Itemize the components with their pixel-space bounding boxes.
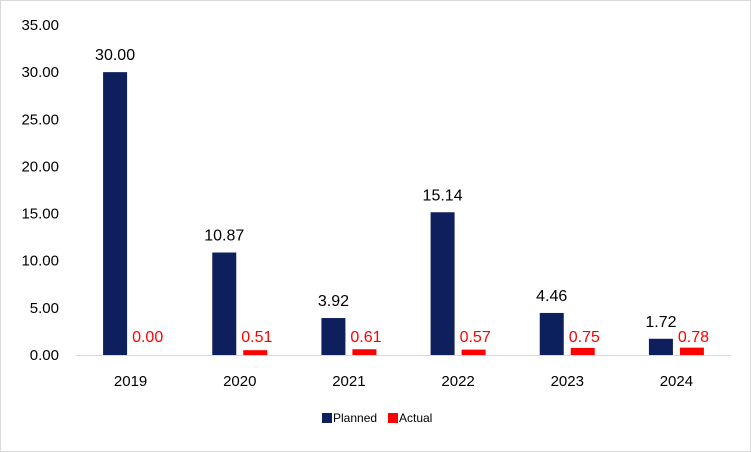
planned-value-label-2019: 30.00 [95,47,135,64]
planned-bar-2022 [430,212,455,355]
x-tick-label-2022: 2022 [441,373,474,390]
y-tick-label: 0.00 [30,347,59,364]
y-axis-tick-labels: 0.00 5.00 10.00 15.00 20.00 25.00 30.00 35.00 [21,17,59,364]
legend: Planned Actual [322,411,432,425]
x-axis-tick-labels: 2019 2020 2021 2022 2023 2024 [114,373,693,390]
planned-bar-2019 [103,72,128,356]
actual-value-label-2019: 0.00 [132,329,163,346]
actual-value-label-2022: 0.57 [460,329,491,346]
actual-value-label-2020: 0.51 [241,329,272,346]
y-tick-label: 35.00 [21,17,59,34]
planned-value-label-2023: 4.46 [536,288,567,305]
planned-bar-2021 [321,318,346,355]
planned-bar-2024 [648,338,673,355]
y-tick-label: 15.00 [21,206,59,223]
actual-bar-2020 [243,350,268,355]
planned-value-label-2022: 15.14 [423,187,463,204]
actual-value-label-2021: 0.61 [350,329,381,346]
actual-bar-2021 [352,349,377,355]
actual-bar-2023 [570,347,595,355]
y-tick-label: 20.00 [21,158,59,175]
y-tick-label: 25.00 [21,111,59,128]
legend-label-planned: Planned [333,411,377,425]
x-tick-label-2019: 2019 [114,373,147,390]
y-tick-label: 5.00 [30,300,59,317]
planned-value-label-2021: 3.92 [318,293,349,310]
actual-value-label-2023: 0.75 [569,329,600,346]
legend-swatch-planned [322,413,332,423]
data-labels-group: 30.00 0.00 10.87 0.51 3.92 0.61 15.14 0.57 4.46 0… [95,47,709,346]
x-tick-label-2021: 2021 [332,373,365,390]
bars-group [103,72,704,356]
planned-bar-2020 [212,252,237,355]
y-tick-label: 30.00 [21,64,59,81]
planned-bar-2023 [539,312,564,355]
legend-label-actual: Actual [399,411,432,425]
y-tick-label: 10.00 [21,253,59,270]
x-tick-label-2023: 2023 [551,373,584,390]
actual-value-label-2024: 0.78 [678,329,709,346]
x-tick-label-2024: 2024 [660,373,693,390]
planned-value-label-2024: 1.72 [645,314,676,331]
legend-swatch-actual [388,413,398,423]
actual-bar-2024 [679,347,704,355]
x-tick-label-2020: 2020 [223,373,256,390]
planned-value-label-2020: 10.87 [204,228,244,245]
actual-bar-2022 [461,349,486,355]
